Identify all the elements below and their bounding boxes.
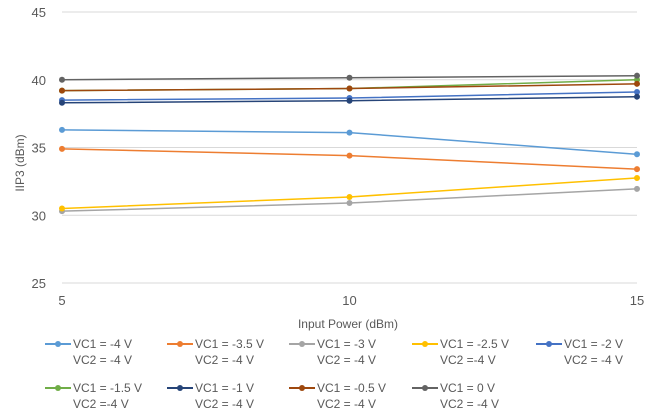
legend-marker (299, 385, 305, 391)
data-point (346, 85, 353, 92)
data-point (346, 152, 353, 159)
legend-item: VC1 = -0.5 V VC2 = -4 V (289, 380, 414, 414)
line-chart-svg: 25 30 35 40 45 5 10 15 IIP3 (dBm) Input Power … (13, 5, 644, 331)
legend-marker (55, 385, 61, 391)
y-tick-label: 35 (32, 141, 46, 156)
data-point (346, 193, 353, 200)
data-point (59, 145, 65, 152)
data-point (634, 88, 640, 95)
legend-item: VC1 = -3 V VC2 = -4 V (289, 336, 414, 370)
legend-label-line2: VC2 = -4 V (195, 397, 255, 411)
x-tick-label: 5 (58, 293, 65, 308)
y-tick-label: 30 (32, 208, 46, 223)
y-axis-label: IIP3 (dBm) (13, 134, 27, 191)
series-line (61, 188, 638, 212)
legend-item: VC1 = 0 V VC2 = -4 V (412, 380, 537, 414)
data-point (59, 99, 65, 106)
legend-label-line2: VC2 = -4 V (317, 397, 377, 411)
legend-label: VC1 = -2.5 V (440, 337, 510, 351)
legend-marker (546, 341, 552, 347)
legend-label: VC1 = -3.5 V (195, 337, 265, 351)
legend-label-line2: VC2 =-4 V (440, 353, 496, 367)
legend-label: VC1 = -2 V (564, 337, 624, 351)
legend-marker (177, 341, 183, 347)
x-tick-labels: 5 10 15 (58, 293, 644, 308)
legend-item: VC1 = -4 V VC2 = -4 V (45, 336, 170, 370)
y-tick-label: 25 (32, 276, 46, 291)
data-point (634, 93, 640, 100)
legend-label: VC1 = -4 V (73, 337, 133, 351)
data-point (634, 72, 640, 79)
y-tick-labels: 25 30 35 40 45 (32, 5, 46, 291)
data-point (59, 126, 65, 133)
data-point (59, 87, 65, 94)
legend-marker (299, 341, 305, 347)
y-tick-label: 45 (32, 5, 46, 20)
data-point (346, 97, 353, 104)
legend-label: VC1 = -1 V (195, 381, 255, 395)
data-point (634, 166, 640, 173)
data-point (634, 174, 640, 181)
legend-item: VC1 = -3.5 V VC2 = -4 V (167, 336, 292, 370)
data-point (346, 200, 353, 207)
legend-item: VC1 = -2.5 V VC2 =-4 V (412, 336, 537, 370)
legend-marker (422, 385, 428, 391)
legend-label: VC1 = -3 V (317, 337, 377, 351)
legend-item: VC1 = -1 V VC2 = -4 V (167, 380, 292, 414)
legend-label-line2: VC2 = -4 V (317, 353, 377, 367)
legend-marker (177, 385, 183, 391)
data-point (59, 205, 65, 212)
series-lines (59, 72, 640, 215)
legend-label-line2: VC2 = -4 V (440, 397, 500, 411)
legend-label-line2: VC2 = -4 V (564, 353, 624, 367)
data-point (346, 74, 353, 81)
legend-label: VC1 = -0.5 V (317, 381, 387, 395)
legend-marker (55, 341, 61, 347)
legend-marker (422, 341, 428, 347)
data-point (634, 80, 640, 87)
legend-label: VC1 = -1.5 V (73, 381, 143, 395)
legend-label-line2: VC2 =-4 V (73, 397, 129, 411)
legend: VC1 = -4 V VC2 = -4 V VC1 = -3.5 V VC2 = -4… (0, 336, 656, 419)
x-axis-label: Input Power (dBm) (298, 317, 398, 331)
data-point (634, 185, 640, 192)
legend-item: VC1 = -1.5 V VC2 =-4 V (45, 380, 170, 414)
x-tick-label: 10 (342, 293, 356, 308)
legend-label: VC1 = 0 V (440, 381, 496, 395)
data-point (346, 129, 353, 136)
legend-label-line2: VC2 = -4 V (73, 353, 133, 367)
data-point (59, 76, 65, 83)
y-tick-label: 40 (32, 73, 46, 88)
legend-label-line2: VC2 = -4 V (195, 353, 255, 367)
series-line (61, 148, 638, 170)
x-tick-label: 15 (630, 293, 644, 308)
legend-item: VC1 = -2 V VC2 = -4 V (536, 336, 656, 370)
data-point (634, 151, 640, 158)
